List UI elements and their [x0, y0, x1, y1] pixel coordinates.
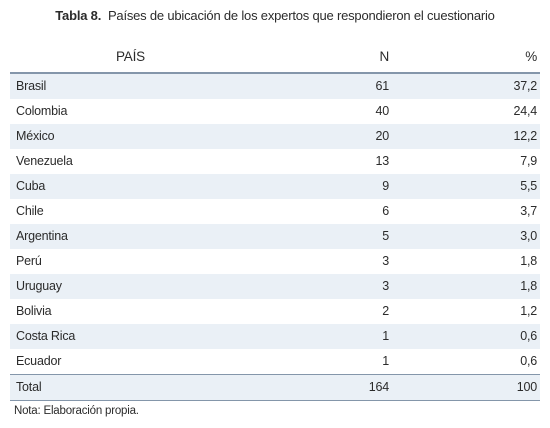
row-n: 1 [382, 329, 389, 343]
row-country: Brasil [16, 79, 47, 93]
row-n: 5 [382, 229, 389, 243]
row-n: 3 [382, 254, 389, 268]
row-pct: 5,5 [520, 179, 537, 193]
table-row: Uruguay 3 1,8 [10, 274, 540, 299]
row-country: Costa Rica [16, 329, 76, 343]
row-pct: 12,2 [513, 129, 537, 143]
row-country: Perú [16, 254, 42, 268]
row-pct: 3,7 [520, 204, 537, 218]
row-country: Chile [16, 204, 44, 218]
table-row: Chile 6 3,7 [10, 199, 540, 224]
row-country: Cuba [16, 179, 46, 193]
table-row: México 20 12,2 [10, 124, 540, 149]
row-n: 2 [382, 304, 389, 318]
row-pct: 1,8 [520, 279, 537, 293]
row-n: 9 [382, 179, 389, 193]
row-pct: 37,2 [513, 79, 537, 93]
row-country: Colombia [16, 104, 68, 118]
row-pct: 1,8 [520, 254, 537, 268]
table-row: Ecuador 1 0,6 [10, 349, 540, 374]
table-row: Bolivia 2 1,2 [10, 299, 540, 324]
table-row: Brasil 61 37,2 [10, 74, 540, 99]
row-country: Argentina [16, 229, 68, 243]
row-n: 20 [375, 129, 389, 143]
row-pct: 1,2 [520, 304, 537, 318]
row-pct: 3,0 [520, 229, 537, 243]
table-row: Argentina 5 3,0 [10, 224, 540, 249]
table-total-row: Total 164 100 [10, 374, 540, 401]
row-pct: 7,9 [520, 154, 537, 168]
row-n: 3 [382, 279, 389, 293]
row-country: Uruguay [16, 279, 62, 293]
row-pct: 0,6 [520, 354, 537, 368]
row-pct: 24,4 [513, 104, 537, 118]
table-row: Colombia 40 24,4 [10, 99, 540, 124]
row-country: Venezuela [16, 154, 73, 168]
row-country: México [16, 129, 55, 143]
table-header-row: PAÍS N % [10, 44, 540, 74]
caption-label: Tabla 8. [55, 8, 102, 23]
table-row: Costa Rica 1 0,6 [10, 324, 540, 349]
total-n: 164 [368, 380, 389, 394]
row-n: 1 [382, 354, 389, 368]
table-note: Nota: Elaboración propia. [14, 405, 139, 417]
countries-table: PAÍS N % Brasil 61 37,2 Colombia 40 24,4… [10, 44, 540, 401]
table-row: Cuba 9 5,5 [10, 174, 540, 199]
header-n: N [379, 49, 389, 64]
row-n: 6 [382, 204, 389, 218]
row-n: 40 [375, 104, 389, 118]
row-country: Bolivia [16, 304, 52, 318]
row-country: Ecuador [16, 354, 62, 368]
caption-text: Países de ubicación de los expertos que … [107, 8, 495, 23]
row-n: 61 [375, 79, 389, 93]
table-row: Venezuela 13 7,9 [10, 149, 540, 174]
header-pct: % [525, 49, 537, 64]
total-pct: 100 [516, 380, 537, 394]
table-row: Perú 3 1,8 [10, 249, 540, 274]
row-n: 13 [375, 154, 389, 168]
table-caption: Tabla 8. Países de ubicación de los expe… [0, 8, 550, 23]
header-country: PAÍS [116, 49, 145, 64]
row-pct: 0,6 [520, 329, 537, 343]
total-label: Total [16, 380, 42, 394]
